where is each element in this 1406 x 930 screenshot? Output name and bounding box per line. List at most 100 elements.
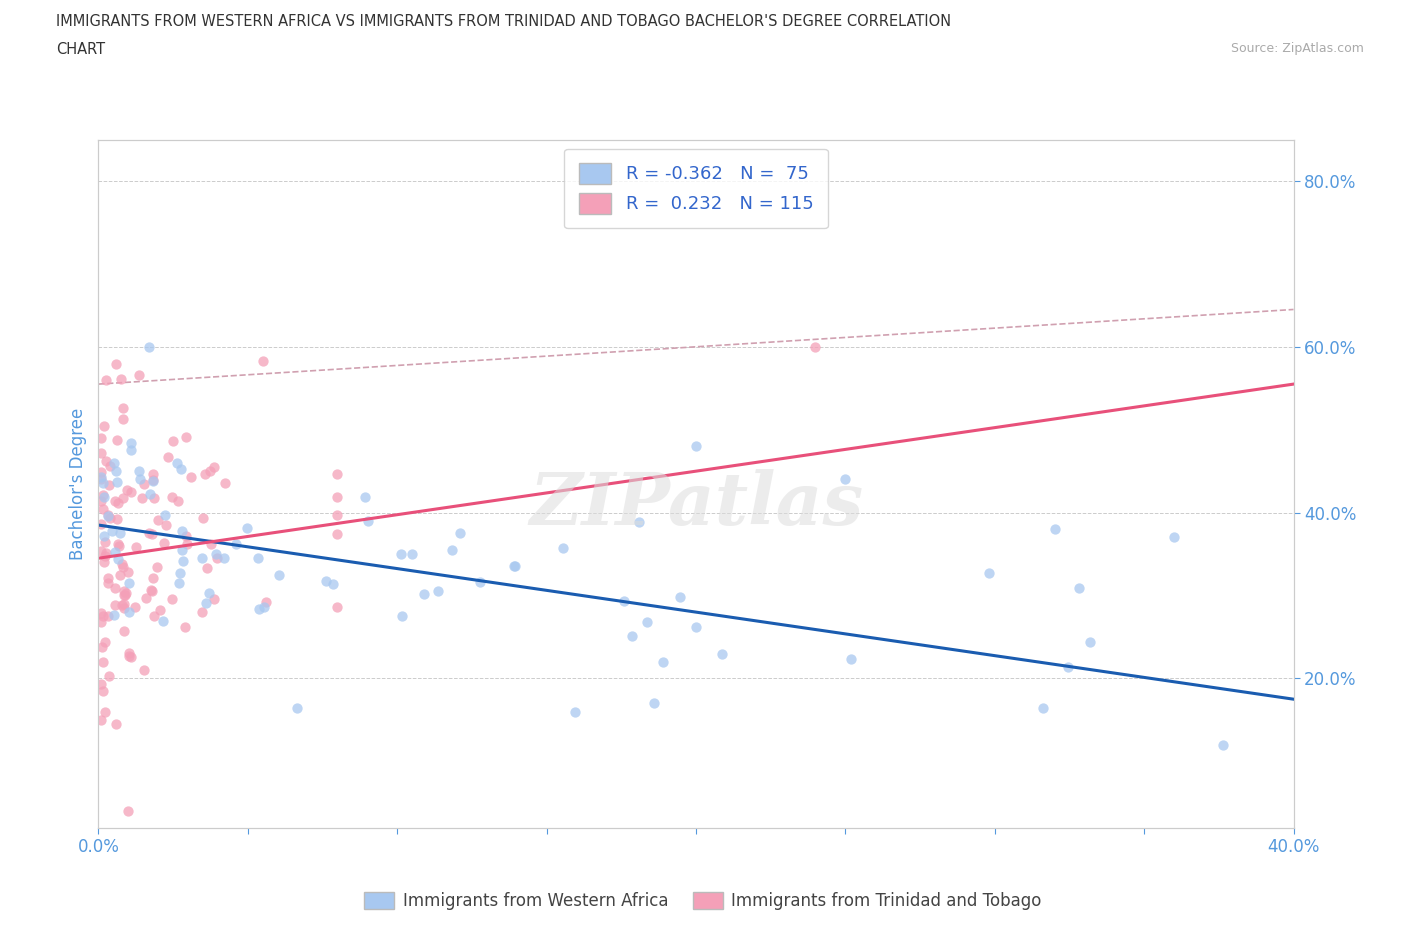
Point xyxy=(139,582,162,597)
Point xyxy=(110,372,132,387)
Point xyxy=(142,472,165,487)
Point xyxy=(118,649,141,664)
Point xyxy=(141,584,163,599)
Point xyxy=(105,432,128,447)
Point xyxy=(90,605,112,620)
Point xyxy=(194,467,217,482)
Point xyxy=(1080,634,1102,649)
Point xyxy=(94,549,117,564)
Point xyxy=(160,591,183,606)
Point xyxy=(90,431,112,445)
Point xyxy=(94,546,117,561)
Point xyxy=(120,649,142,664)
Point xyxy=(391,608,413,623)
Point xyxy=(112,412,135,427)
Point xyxy=(977,565,1000,580)
Point xyxy=(285,700,308,715)
Point xyxy=(93,487,115,502)
Text: ZIPatlas: ZIPatlas xyxy=(529,469,863,539)
Point xyxy=(90,517,112,532)
Point xyxy=(162,434,184,449)
Point xyxy=(93,705,115,720)
Point xyxy=(205,547,228,562)
Point xyxy=(146,560,169,575)
Point xyxy=(90,470,112,485)
Point xyxy=(98,511,121,525)
Point xyxy=(117,565,139,579)
Point xyxy=(176,537,198,551)
Point xyxy=(711,646,734,661)
Point xyxy=(252,599,274,614)
Point xyxy=(172,553,194,568)
Point xyxy=(101,523,124,538)
Text: Source: ZipAtlas.com: Source: ZipAtlas.com xyxy=(1230,42,1364,55)
Point xyxy=(839,652,862,667)
Point xyxy=(553,540,575,555)
Point xyxy=(685,619,707,634)
Point xyxy=(107,496,129,511)
Point xyxy=(142,473,165,488)
Legend: Immigrants from Western Africa, Immigrants from Trinidad and Tobago: Immigrants from Western Africa, Immigran… xyxy=(357,885,1049,917)
Point xyxy=(112,596,135,611)
Point xyxy=(449,525,471,540)
Point xyxy=(91,655,114,670)
Point xyxy=(97,509,120,524)
Point xyxy=(104,597,127,612)
Point xyxy=(503,559,526,574)
Point xyxy=(172,524,194,538)
Point xyxy=(252,353,274,368)
Point xyxy=(138,525,160,540)
Point xyxy=(93,555,115,570)
Point xyxy=(174,528,197,543)
Point xyxy=(170,461,193,476)
Point xyxy=(247,601,270,616)
Point xyxy=(204,591,226,606)
Point xyxy=(166,494,188,509)
Point xyxy=(1032,700,1054,715)
Point xyxy=(613,594,636,609)
Point xyxy=(191,604,214,619)
Point xyxy=(120,484,142,498)
Point xyxy=(153,508,176,523)
Point xyxy=(326,526,349,541)
Point xyxy=(142,467,165,482)
Point xyxy=(141,526,163,541)
Point xyxy=(267,567,290,582)
Point xyxy=(326,489,349,504)
Point xyxy=(1069,580,1091,595)
Point xyxy=(155,518,177,533)
Point xyxy=(128,367,150,382)
Point xyxy=(194,595,217,610)
Point xyxy=(93,418,115,433)
Point xyxy=(90,472,112,486)
Point xyxy=(401,546,423,561)
Point xyxy=(128,463,150,478)
Point xyxy=(668,590,690,604)
Point xyxy=(96,373,118,388)
Point xyxy=(413,587,436,602)
Point xyxy=(197,586,219,601)
Point xyxy=(105,716,128,731)
Point xyxy=(112,583,135,598)
Point xyxy=(93,489,115,504)
Point xyxy=(804,339,827,354)
Point xyxy=(326,599,349,614)
Point xyxy=(246,551,269,565)
Point xyxy=(107,537,129,551)
Point xyxy=(503,558,526,573)
Point xyxy=(167,575,190,590)
Point xyxy=(103,607,125,622)
Point xyxy=(120,435,142,450)
Point xyxy=(104,494,127,509)
Point xyxy=(135,591,157,605)
Point xyxy=(322,577,344,591)
Point xyxy=(112,624,135,639)
Point xyxy=(1043,522,1066,537)
Point xyxy=(90,445,112,460)
Point xyxy=(118,645,141,660)
Legend: R = -0.362   N =  75, R =  0.232   N = 115: R = -0.362 N = 75, R = 0.232 N = 115 xyxy=(564,149,828,228)
Point xyxy=(834,472,856,487)
Point xyxy=(90,712,112,727)
Point xyxy=(91,640,114,655)
Point xyxy=(118,576,141,591)
